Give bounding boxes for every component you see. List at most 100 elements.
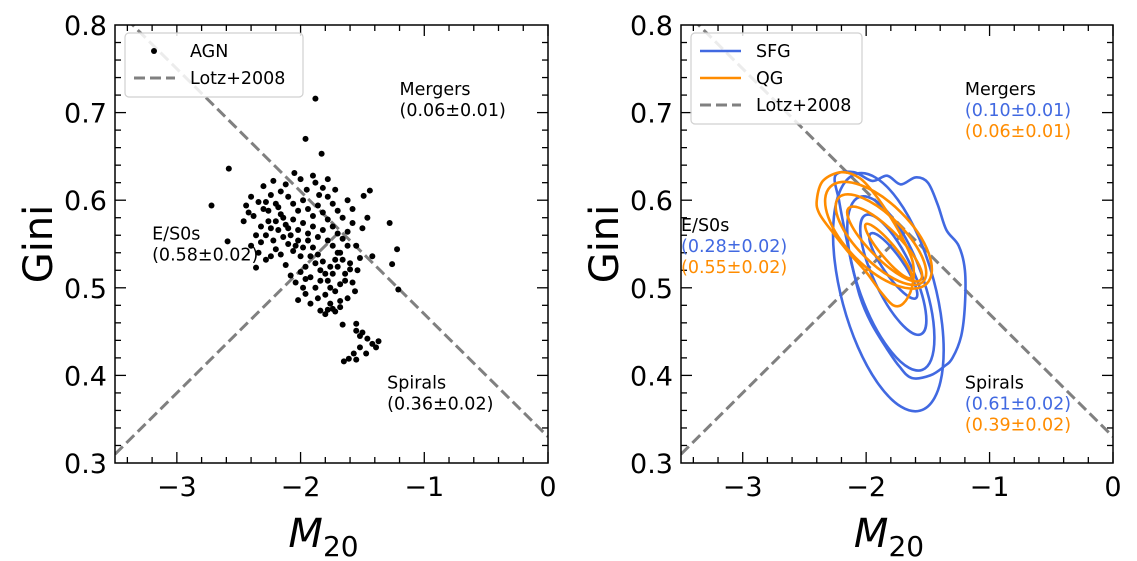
agn-point [319, 209, 326, 216]
region-fraction: (0.06±0.01) [965, 122, 1071, 142]
agn-point [327, 300, 334, 307]
legend-box [690, 32, 863, 125]
y-tick-label: 0.8 [64, 11, 107, 42]
region-fraction: (0.10±0.01) [965, 101, 1071, 121]
annotation-spirals: Spirals(0.36±0.02) [387, 374, 493, 415]
agn-point [245, 209, 252, 216]
agn-point [243, 202, 250, 209]
agn-point [339, 214, 346, 221]
agn-point [257, 239, 264, 246]
agn-point [287, 272, 294, 279]
agn-point [334, 249, 341, 256]
agn-point [347, 266, 354, 273]
plot-frame [114, 24, 549, 464]
region-fraction: (0.58±0.02) [152, 246, 258, 266]
agn-point [316, 191, 323, 198]
agn-point [344, 242, 351, 249]
agn-point [317, 307, 324, 314]
qg-contour-level-3 [834, 193, 928, 287]
legend-label-lotz-2008: Lotz+2008 [756, 96, 851, 116]
region-label: E/S0s [152, 225, 200, 245]
agn-point [257, 223, 264, 230]
agn-point [389, 261, 396, 268]
agn-point [324, 306, 331, 313]
agn-point [344, 228, 351, 235]
agn-point [267, 225, 274, 232]
agn-point [309, 244, 316, 251]
agn-point [291, 170, 298, 177]
agn-point [260, 205, 267, 212]
agn-point [342, 270, 349, 277]
x-tick-label: 0 [1104, 472, 1121, 503]
agn-point [292, 279, 299, 286]
annotation-mergers: Mergers(0.06±0.01) [400, 80, 506, 121]
agn-point [337, 297, 344, 304]
x-tick-label: −3 [157, 472, 197, 503]
x-tick-label: −2 [846, 472, 886, 503]
y-tick-label: 0.4 [630, 361, 673, 392]
y-tick-label: 0.6 [630, 186, 673, 217]
agn-point [342, 277, 349, 284]
annotation-e-s0s: E/S0s(0.28±0.02)(0.55±0.02) [681, 216, 787, 278]
agn-point [267, 253, 274, 260]
agn-point [225, 165, 232, 172]
agn-point [224, 238, 231, 245]
agn-point [248, 242, 255, 249]
agn-point [329, 270, 336, 277]
agn-point [250, 212, 257, 219]
agn-point [309, 223, 316, 230]
agn-point [240, 218, 247, 225]
left-panel: −3 −2 −1 00.30.40.50.60.70.8M20GiniMergers(… [16, 11, 557, 561]
legend-label-lotz-2008: Lotz+2008 [190, 69, 285, 89]
sfg-contour-level-1 [867, 231, 919, 300]
y-tick-label: 0.3 [630, 449, 673, 480]
agn-point [287, 232, 294, 239]
agn-point [324, 216, 331, 223]
region-fraction: (0.39±0.02) [965, 416, 1071, 436]
agn-point [280, 233, 287, 240]
agn-point [339, 321, 346, 328]
legend-label-qg: QG [756, 69, 783, 89]
region-fraction: (0.06±0.01) [400, 101, 506, 121]
agn-point [386, 219, 393, 226]
agn-point [395, 286, 402, 293]
agn-point [295, 237, 302, 244]
agn-point [324, 176, 331, 183]
agn-point [332, 186, 339, 193]
agn-point [302, 290, 309, 297]
agn-point [334, 207, 341, 214]
agn-point [290, 248, 297, 255]
agn-point [292, 242, 299, 249]
agn-point [349, 279, 356, 286]
agn-point [265, 218, 272, 225]
agn-point [312, 260, 319, 267]
agn-point [253, 232, 260, 239]
x-tick-label: −2 [281, 472, 321, 503]
agn-point [282, 262, 289, 269]
agn-point [324, 277, 331, 284]
legend-label-sfg: SFG [756, 42, 791, 62]
region-fraction: (0.61±0.02) [965, 395, 1071, 415]
agn-point [332, 308, 339, 315]
agn-point [344, 197, 351, 204]
agn-point [349, 205, 356, 212]
x-axis-title-main: M [854, 511, 889, 557]
y-tick-label: 0.3 [64, 449, 107, 480]
agn-point [364, 214, 371, 221]
agn-point [260, 183, 267, 190]
agn-point [270, 237, 277, 244]
agn-point [334, 230, 341, 237]
agn-point [272, 246, 279, 253]
x-tick-label: −3 [723, 472, 763, 503]
agn-point [262, 198, 269, 205]
agn-point [302, 135, 309, 142]
legend: AGN Lotz+2008 [124, 32, 304, 98]
agn-point [307, 253, 314, 260]
agn-point [275, 204, 282, 211]
agn-point [248, 193, 255, 200]
agn-point [322, 291, 329, 298]
plot-frame [680, 24, 1114, 464]
agn-point [302, 276, 309, 283]
agn-point [334, 263, 341, 270]
agn-point [317, 267, 324, 274]
